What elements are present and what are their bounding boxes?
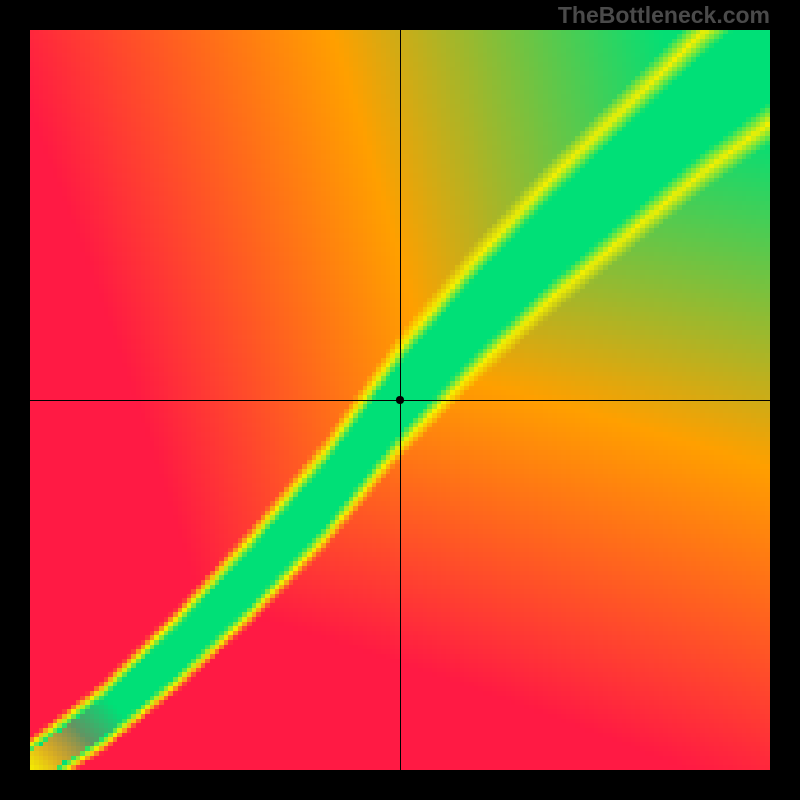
bottleneck-heatmap xyxy=(30,30,770,770)
watermark-text: TheBottleneck.com xyxy=(558,2,770,29)
